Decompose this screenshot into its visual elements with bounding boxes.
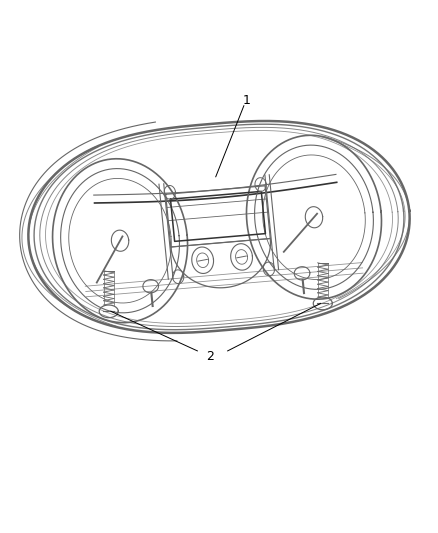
Text: 1: 1 <box>243 94 251 107</box>
Text: 2: 2 <box>206 350 214 362</box>
